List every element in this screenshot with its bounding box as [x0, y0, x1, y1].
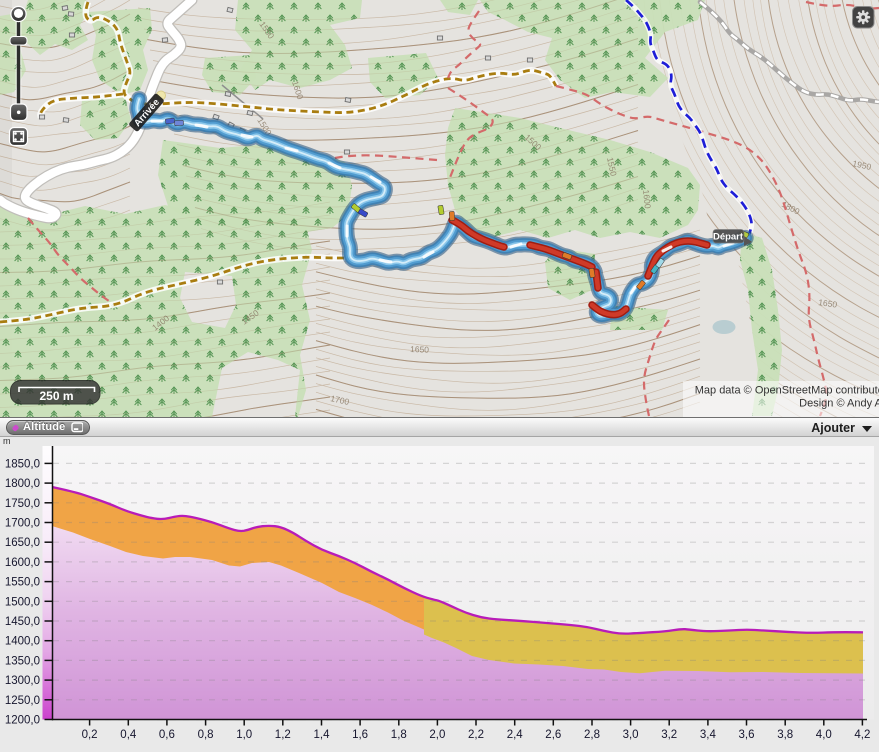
svg-text:1650,0: 1650,0 [5, 537, 40, 549]
svg-text:Map data © OpenStreetMap contr: Map data © OpenStreetMap contributors [695, 385, 879, 397]
svg-text:1300,0: 1300,0 [5, 675, 40, 687]
svg-text:1600: 1600 [641, 189, 653, 209]
svg-text:3,2: 3,2 [661, 729, 677, 741]
svg-text:1700: 1700 [330, 393, 351, 407]
svg-text:1,6: 1,6 [352, 729, 368, 741]
svg-text:1200,0: 1200,0 [5, 715, 40, 727]
svg-text:1850,0: 1850,0 [5, 458, 40, 470]
svg-text:1250,0: 1250,0 [5, 695, 40, 707]
svg-text:2,6: 2,6 [545, 729, 561, 741]
svg-text:1800,0: 1800,0 [5, 478, 40, 490]
svg-text:250 m: 250 m [39, 389, 73, 403]
svg-text:1,4: 1,4 [314, 729, 331, 741]
svg-text:1550,0: 1550,0 [5, 577, 40, 589]
svg-text:1,8: 1,8 [391, 729, 407, 741]
svg-text:0,4: 0,4 [120, 729, 137, 741]
svg-text:2,4: 2,4 [507, 729, 524, 741]
svg-text:1500,0: 1500,0 [5, 596, 40, 608]
svg-text:1550: 1550 [605, 156, 619, 177]
svg-text:1650: 1650 [410, 344, 430, 355]
svg-text:2,0: 2,0 [429, 729, 445, 741]
svg-text:1400,0: 1400,0 [5, 636, 40, 648]
svg-text:3,4: 3,4 [700, 729, 717, 741]
svg-text:0,2: 0,2 [82, 729, 98, 741]
svg-text:2,8: 2,8 [584, 729, 600, 741]
svg-text:0,8: 0,8 [198, 729, 214, 741]
svg-text:Design © Andy Allen: Design © Andy Allen [799, 398, 879, 410]
svg-text:2,2: 2,2 [468, 729, 484, 741]
svg-text:m: m [3, 437, 11, 446]
svg-text:1450,0: 1450,0 [5, 616, 40, 628]
svg-text:1650: 1650 [818, 297, 838, 310]
svg-text:1350,0: 1350,0 [5, 655, 40, 667]
svg-text:Départ: Départ [713, 232, 744, 243]
svg-text:0,6: 0,6 [159, 729, 175, 741]
svg-text:3,8: 3,8 [777, 729, 793, 741]
svg-text:3,6: 3,6 [739, 729, 755, 741]
svg-text:1,0: 1,0 [236, 729, 252, 741]
svg-text:4,0: 4,0 [816, 729, 832, 741]
svg-text:4,2: 4,2 [854, 729, 870, 741]
svg-text:1600,0: 1600,0 [5, 557, 40, 569]
svg-text:1950: 1950 [852, 158, 873, 172]
svg-text:1,2: 1,2 [275, 729, 291, 741]
svg-text:3,0: 3,0 [623, 729, 639, 741]
svg-text:1750,0: 1750,0 [5, 498, 40, 510]
svg-text:1700,0: 1700,0 [5, 518, 40, 530]
